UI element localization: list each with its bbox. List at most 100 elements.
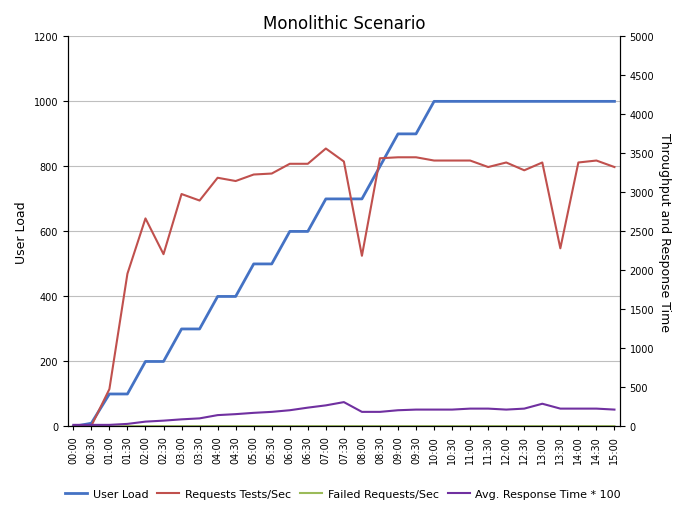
Failed Requests/Sec	[285, 423, 294, 430]
User Load	[556, 99, 565, 105]
User Load	[484, 99, 493, 105]
Requests Tests/Sec	[358, 253, 366, 260]
Avg. Response Time * 100	[123, 421, 132, 427]
Failed Requests/Sec	[484, 423, 493, 430]
Requests Tests/Sec	[430, 158, 438, 164]
Failed Requests/Sec	[394, 423, 402, 430]
User Load	[466, 99, 474, 105]
Requests Tests/Sec	[611, 164, 619, 171]
User Load	[574, 99, 582, 105]
User Load	[430, 99, 438, 105]
Failed Requests/Sec	[556, 423, 565, 430]
Requests Tests/Sec	[232, 179, 240, 185]
User Load	[69, 423, 78, 430]
Failed Requests/Sec	[159, 423, 167, 430]
Requests Tests/Sec	[141, 216, 150, 222]
Avg. Response Time * 100	[322, 403, 330, 409]
Line: Avg. Response Time * 100: Avg. Response Time * 100	[73, 402, 615, 425]
Failed Requests/Sec	[232, 423, 240, 430]
Avg. Response Time * 100	[520, 406, 528, 412]
User Load	[232, 294, 240, 300]
User Load	[268, 261, 276, 267]
Avg. Response Time * 100	[466, 406, 474, 412]
User Load	[213, 294, 222, 300]
Requests Tests/Sec	[213, 176, 222, 182]
Failed Requests/Sec	[611, 423, 619, 430]
User Load	[196, 326, 204, 332]
User Load	[304, 229, 312, 235]
Failed Requests/Sec	[466, 423, 474, 430]
Requests Tests/Sec	[502, 160, 510, 166]
User Load	[394, 131, 402, 137]
Requests Tests/Sec	[484, 164, 493, 171]
Avg. Response Time * 100	[448, 407, 456, 413]
Avg. Response Time * 100	[69, 422, 78, 428]
Avg. Response Time * 100	[232, 411, 240, 417]
Failed Requests/Sec	[574, 423, 582, 430]
User Load	[285, 229, 294, 235]
Failed Requests/Sec	[448, 423, 456, 430]
Legend: User Load, Requests Tests/Sec, Failed Requests/Sec, Avg. Response Time * 100: User Load, Requests Tests/Sec, Failed Re…	[60, 485, 626, 503]
Requests Tests/Sec	[520, 168, 528, 174]
Avg. Response Time * 100	[213, 412, 222, 418]
Requests Tests/Sec	[466, 158, 474, 164]
User Load	[358, 196, 366, 203]
Failed Requests/Sec	[178, 423, 186, 430]
Avg. Response Time * 100	[178, 416, 186, 422]
Failed Requests/Sec	[268, 423, 276, 430]
Avg. Response Time * 100	[196, 415, 204, 421]
Avg. Response Time * 100	[539, 401, 547, 407]
User Load	[322, 196, 330, 203]
User Load	[611, 99, 619, 105]
Requests Tests/Sec	[178, 191, 186, 197]
Requests Tests/Sec	[322, 146, 330, 152]
Failed Requests/Sec	[592, 423, 600, 430]
Failed Requests/Sec	[502, 423, 510, 430]
Failed Requests/Sec	[213, 423, 222, 430]
Avg. Response Time * 100	[285, 407, 294, 413]
User Load	[502, 99, 510, 105]
Failed Requests/Sec	[304, 423, 312, 430]
Failed Requests/Sec	[250, 423, 258, 430]
Requests Tests/Sec	[105, 386, 113, 392]
Avg. Response Time * 100	[340, 399, 348, 405]
Avg. Response Time * 100	[574, 406, 582, 412]
Failed Requests/Sec	[196, 423, 204, 430]
Requests Tests/Sec	[250, 172, 258, 178]
Requests Tests/Sec	[123, 271, 132, 277]
Requests Tests/Sec	[592, 158, 600, 164]
Avg. Response Time * 100	[430, 407, 438, 413]
Failed Requests/Sec	[412, 423, 420, 430]
Requests Tests/Sec	[196, 198, 204, 204]
Requests Tests/Sec	[340, 159, 348, 165]
Failed Requests/Sec	[322, 423, 330, 430]
User Load	[412, 131, 420, 137]
Title: Monolithic Scenario: Monolithic Scenario	[263, 15, 425, 33]
Failed Requests/Sec	[141, 423, 150, 430]
Avg. Response Time * 100	[556, 406, 565, 412]
Avg. Response Time * 100	[141, 419, 150, 425]
User Load	[123, 391, 132, 397]
Line: User Load: User Load	[73, 102, 615, 427]
Avg. Response Time * 100	[358, 409, 366, 415]
User Load	[539, 99, 547, 105]
Requests Tests/Sec	[304, 161, 312, 167]
Avg. Response Time * 100	[376, 409, 384, 415]
Avg. Response Time * 100	[484, 406, 493, 412]
Failed Requests/Sec	[376, 423, 384, 430]
Y-axis label: Throughput and Response Time: Throughput and Response Time	[658, 133, 671, 331]
Avg. Response Time * 100	[159, 418, 167, 424]
Y-axis label: User Load: User Load	[15, 201, 28, 263]
Requests Tests/Sec	[268, 171, 276, 177]
Line: Requests Tests/Sec: Requests Tests/Sec	[73, 149, 615, 427]
Requests Tests/Sec	[412, 155, 420, 161]
Avg. Response Time * 100	[268, 409, 276, 415]
Failed Requests/Sec	[123, 423, 132, 430]
User Load	[340, 196, 348, 203]
Failed Requests/Sec	[358, 423, 366, 430]
Avg. Response Time * 100	[412, 407, 420, 413]
Failed Requests/Sec	[69, 423, 78, 430]
Failed Requests/Sec	[430, 423, 438, 430]
Avg. Response Time * 100	[87, 422, 95, 428]
User Load	[250, 261, 258, 267]
